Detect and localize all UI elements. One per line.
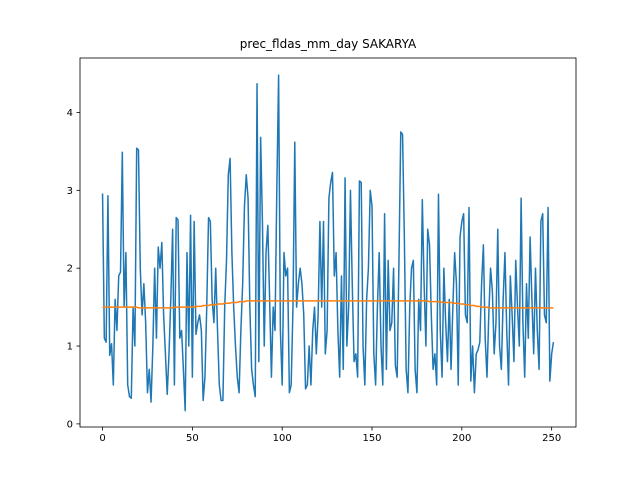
x-tick-label: 150 bbox=[362, 433, 381, 444]
data-line bbox=[101, 74, 555, 412]
y-tick-label: 0 bbox=[67, 419, 73, 430]
axes-frame bbox=[79, 57, 577, 428]
x-tick-label: 200 bbox=[452, 433, 471, 444]
y-tick-label: 3 bbox=[67, 186, 73, 197]
data-line bbox=[102, 300, 554, 309]
chart-title: prec_fldas_mm_day SAKARYA bbox=[240, 37, 417, 51]
x-tick-label: 50 bbox=[186, 433, 199, 444]
x-tick-label: 0 bbox=[99, 433, 105, 444]
x-tick-label: 100 bbox=[273, 433, 292, 444]
y-tick-label: 2 bbox=[67, 264, 73, 275]
x-tick-label: 250 bbox=[542, 433, 561, 444]
y-tick-label: 1 bbox=[67, 342, 73, 353]
y-tick-label: 4 bbox=[67, 108, 73, 119]
